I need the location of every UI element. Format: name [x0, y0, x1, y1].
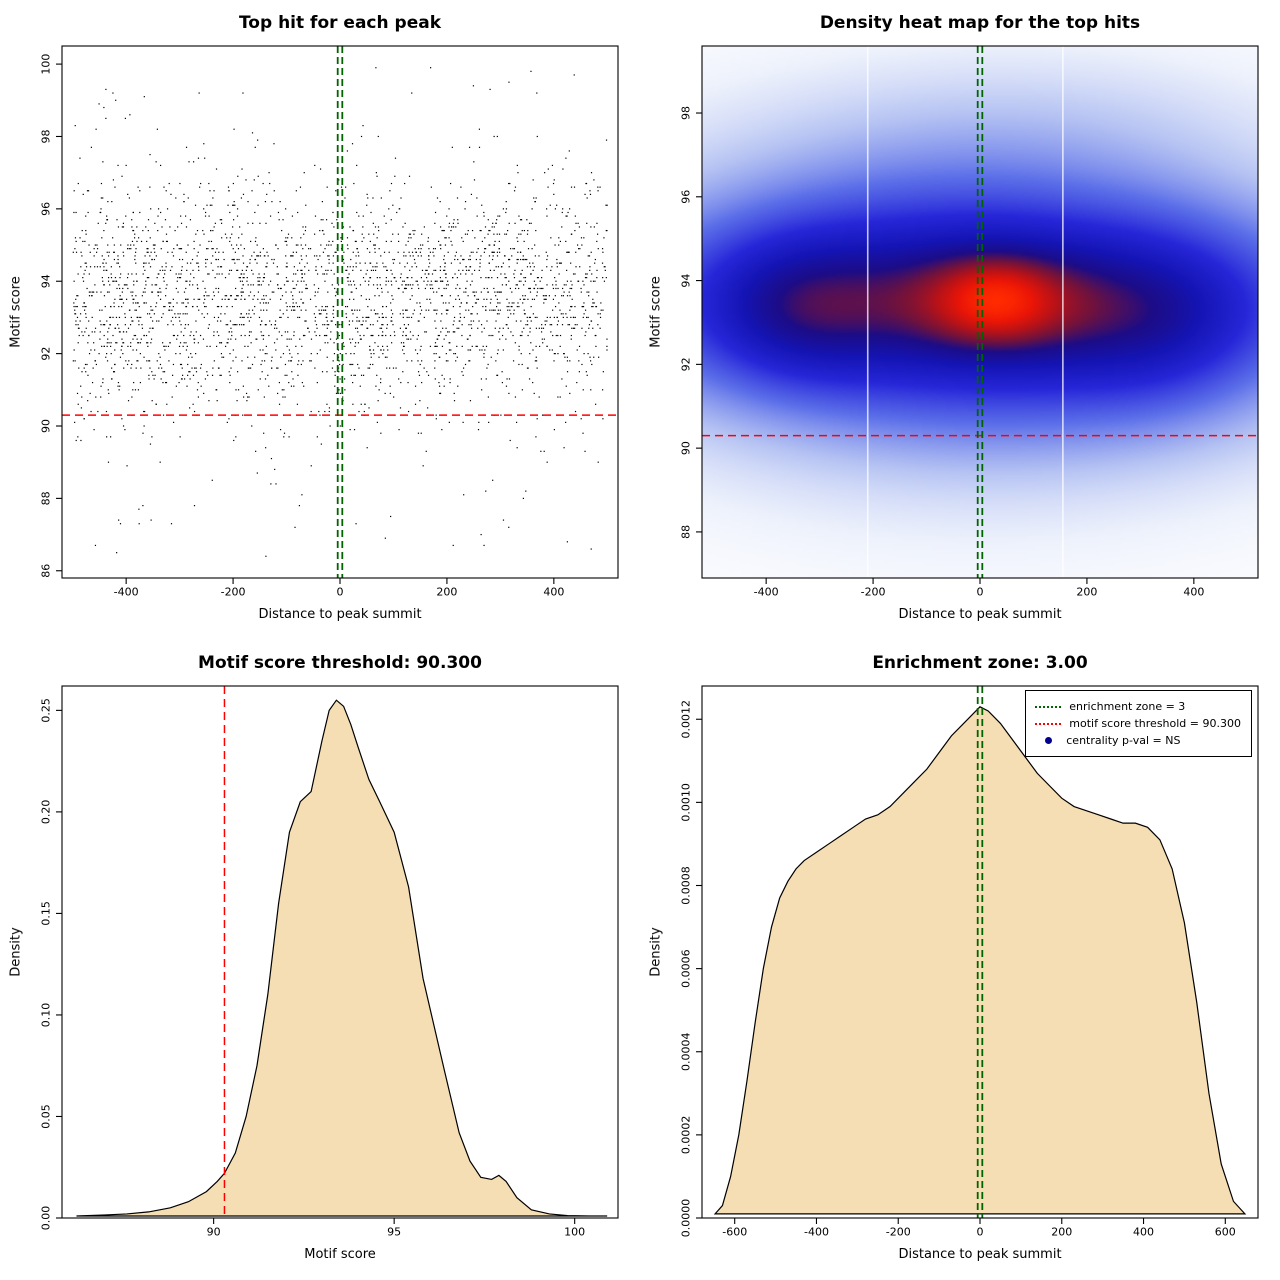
score-density-canvas	[0, 640, 640, 1280]
legend-label: centrality p-val = NS	[1066, 734, 1181, 747]
legend-label: motif score threshold = 90.300	[1069, 717, 1241, 730]
y-axis-label: Motif score	[8, 276, 24, 348]
enrichment-zone-line-icon	[1035, 705, 1062, 708]
scatter-plot-canvas	[0, 0, 640, 640]
panel-density-heatmap: Density heat map for the top hits Distan…	[640, 0, 1280, 640]
legend-item-motif-threshold: motif score threshold = 90.300	[1035, 715, 1241, 732]
panel-top-hit-scatter: Top hit for each peak Distance to peak s…	[0, 0, 640, 640]
chart-title: Density heat map for the top hits	[819, 13, 1141, 33]
legend-label: enrichment zone = 3	[1069, 700, 1186, 713]
heatmap-canvas	[640, 0, 1280, 640]
chart-title: Top hit for each peak	[238, 13, 442, 33]
x-axis-label: Distance to peak summit	[258, 607, 422, 622]
x-axis-label: Distance to peak summit	[898, 1247, 1062, 1262]
panel-motif-score-density: Motif score threshold: 90.300 Motif scor…	[0, 640, 640, 1280]
centrality-pval-point-icon	[1045, 737, 1053, 744]
legend-item-enrichment-zone: enrichment zone = 3	[1035, 698, 1241, 715]
panel-summit-distance-density: Enrichment zone: 3.00 Distance to peak s…	[640, 640, 1280, 1280]
x-axis-label: Distance to peak summit	[898, 607, 1062, 622]
motif-threshold-line-icon	[1035, 722, 1062, 725]
y-axis-label: Motif score	[648, 276, 664, 348]
legend: enrichment zone = 3 motif score threshol…	[1025, 690, 1252, 757]
chart-title: Motif score threshold: 90.300	[198, 653, 482, 673]
legend-item-centrality-pval: centrality p-val = NS	[1035, 732, 1241, 749]
chart-title: Enrichment zone: 3.00	[872, 653, 1088, 673]
x-axis-label: Motif score	[304, 1247, 376, 1262]
y-axis-label: Density	[8, 927, 24, 977]
y-axis-label: Density	[648, 927, 664, 977]
